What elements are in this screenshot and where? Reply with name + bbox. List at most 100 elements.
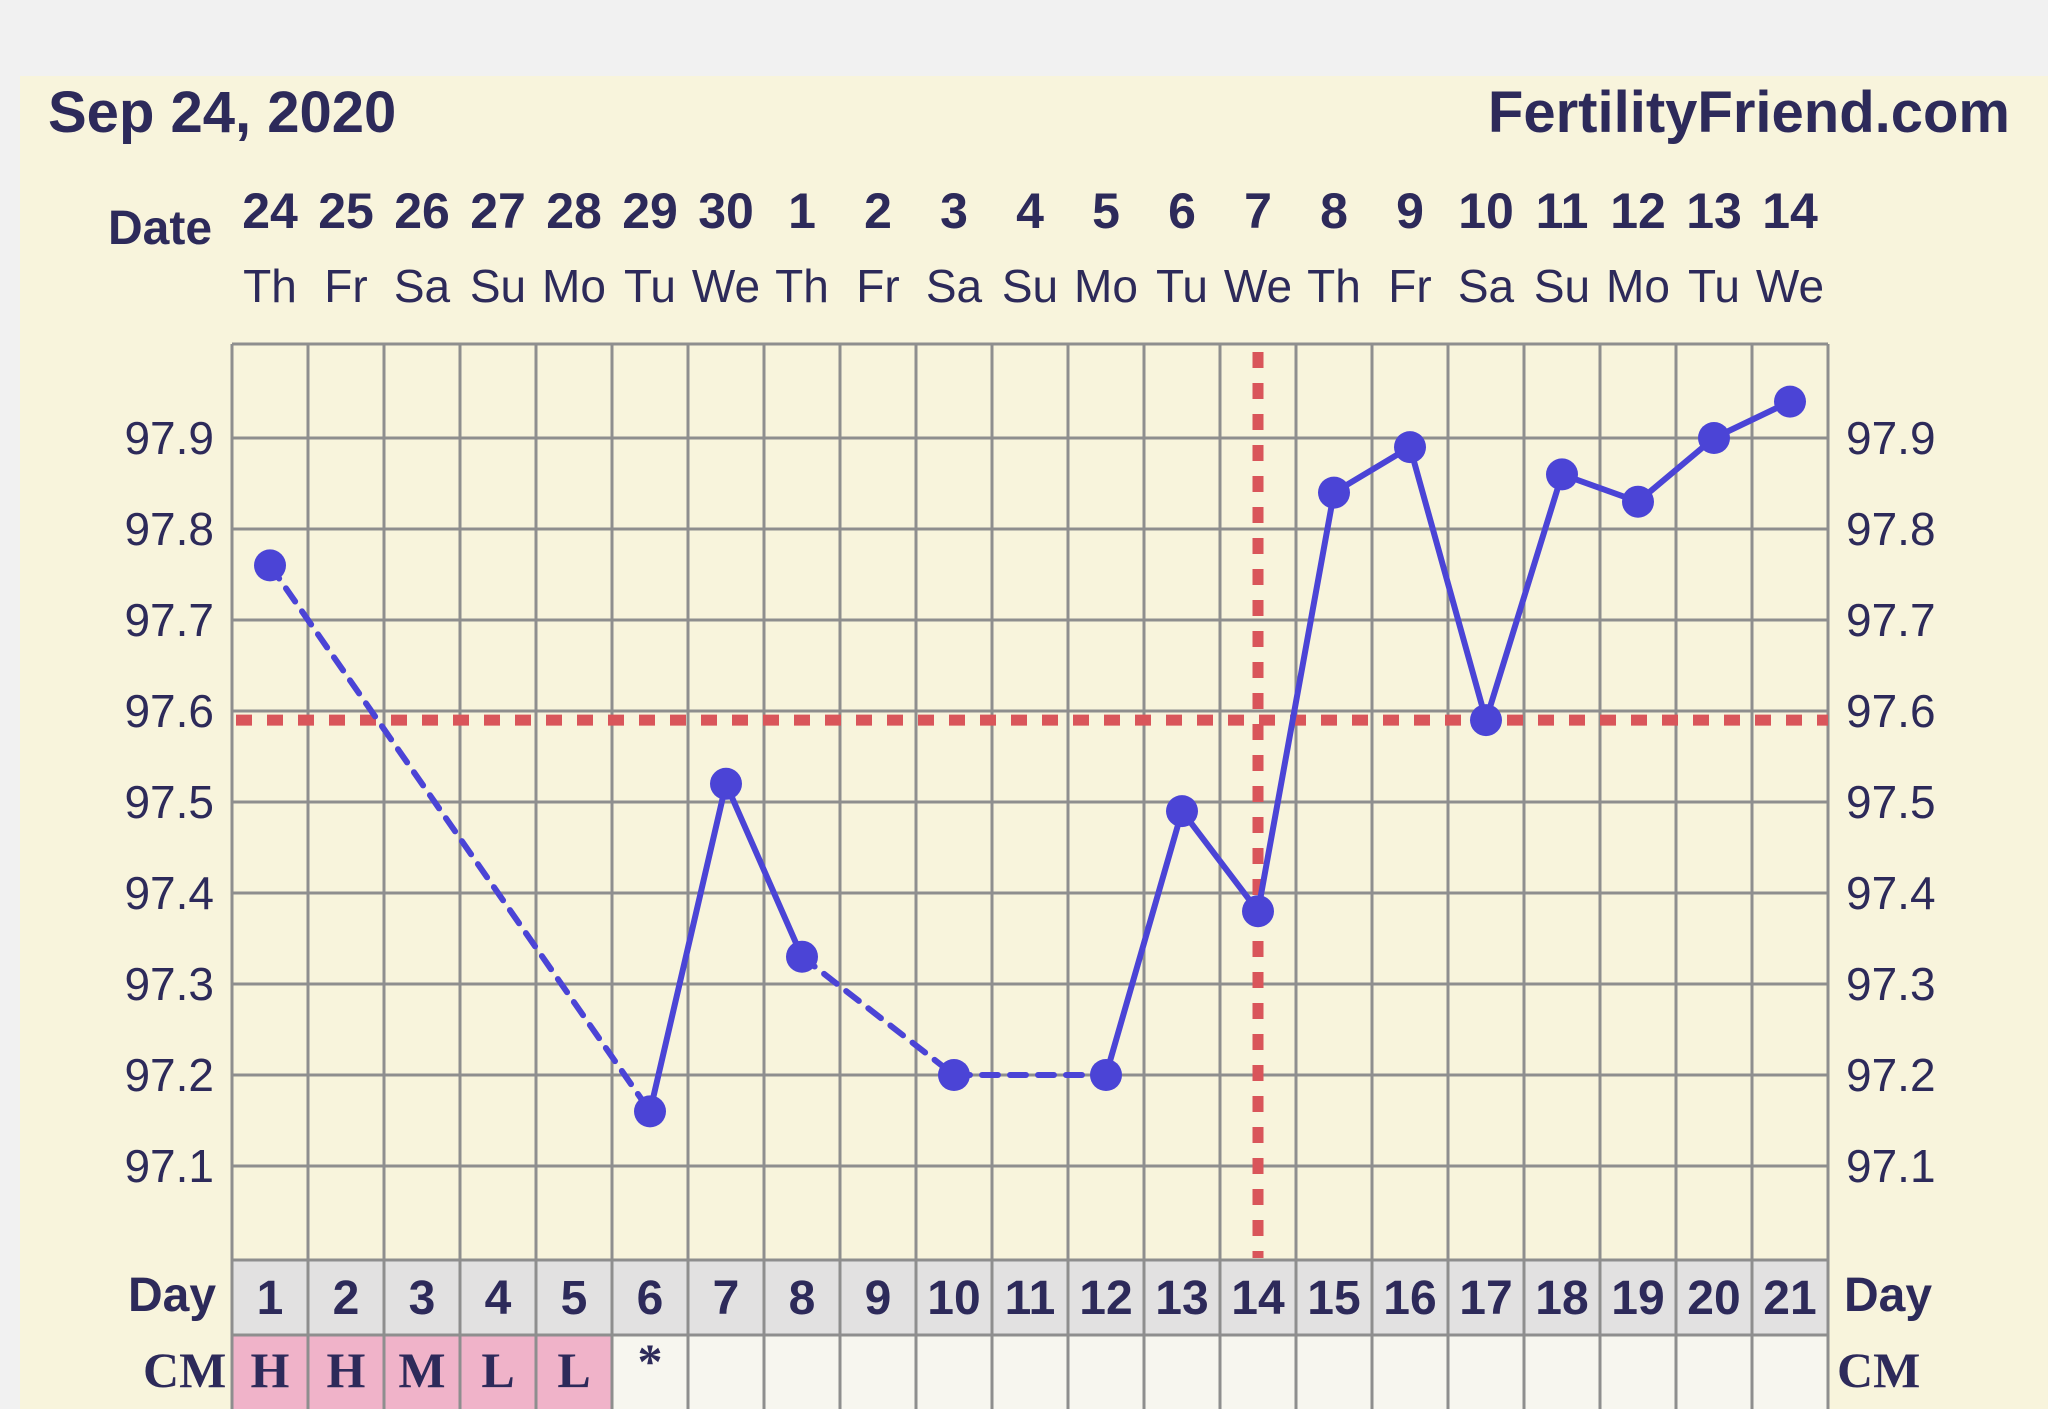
cm-cell-highlight (308, 1335, 384, 1409)
y-tick-label-left: 97.6 (124, 685, 214, 737)
cm-cell-highlight (232, 1335, 308, 1409)
cycle-day-number: 2 (333, 1272, 360, 1325)
weekday-label: Sa (1458, 260, 1515, 312)
cycle-day-number: 16 (1383, 1272, 1436, 1325)
cycle-day-number: 21 (1763, 1272, 1816, 1325)
weekday-label: We (1756, 260, 1824, 312)
cycle-day-number: 6 (637, 1272, 664, 1325)
temp-point (1698, 422, 1730, 454)
temp-point (1622, 485, 1654, 518)
cm-value: * (638, 1333, 663, 1389)
weekday-label: Sa (394, 260, 451, 312)
weekday-label: Tu (624, 260, 676, 312)
date-number: 29 (622, 183, 678, 239)
temp-point (1394, 431, 1426, 464)
date-number: 9 (1396, 183, 1424, 239)
date-number: 12 (1610, 183, 1666, 239)
temp-point (938, 1059, 970, 1091)
date-number: 8 (1320, 183, 1348, 239)
cm-value: M (398, 1342, 445, 1398)
cm-value: H (251, 1342, 290, 1398)
temp-segment-solid (1483, 471, 1565, 724)
date-number: 28 (546, 183, 602, 239)
weekday-label: Tu (1688, 260, 1740, 312)
chart-panel (20, 76, 2048, 1409)
weekday-label: We (692, 260, 760, 312)
weekday-label: Su (1002, 260, 1058, 312)
date-number: 24 (242, 183, 298, 239)
temp-segment-solid (1635, 435, 1717, 505)
weekday-label: Su (1534, 260, 1590, 312)
temp-segment-solid (647, 780, 729, 1115)
y-tick-label-right: 97.3 (1846, 958, 1936, 1010)
temp-point (710, 767, 742, 800)
y-tick-label-right: 97.2 (1846, 1049, 1936, 1101)
temp-segment-solid (1103, 808, 1185, 1078)
cycle-day-number: 10 (927, 1272, 980, 1325)
y-tick-label-left: 97.9 (124, 412, 214, 464)
y-tick-label-left: 97.5 (124, 776, 214, 828)
temp-point (1166, 795, 1198, 828)
cycle-day-number: 14 (1231, 1272, 1285, 1325)
temp-point (1090, 1059, 1122, 1091)
cycle-day-number: 3 (409, 1272, 436, 1325)
cm-value: L (481, 1342, 514, 1398)
weekday-label: Mo (1074, 260, 1138, 312)
date-number: 4 (1016, 183, 1044, 239)
temp-point (1242, 895, 1274, 928)
temp-point (1318, 476, 1350, 509)
temp-segment-solid (723, 780, 805, 960)
date-number: 10 (1458, 183, 1514, 239)
y-tick-label-left: 97.8 (124, 503, 214, 555)
cycle-day-number: 8 (789, 1272, 816, 1325)
cm-cell-highlight (536, 1335, 612, 1409)
cm-value: L (557, 1342, 590, 1398)
y-tick-label-right: 97.8 (1846, 503, 1936, 555)
cycle-day-number: 4 (485, 1272, 512, 1325)
day-row-label-right: Day (1844, 1269, 1932, 1322)
date-number: 27 (470, 183, 526, 239)
cycle-day-number: 1 (257, 1272, 284, 1325)
temp-segment-solid (1179, 808, 1261, 915)
date-number: 5 (1092, 183, 1120, 239)
weekday-label: Mo (542, 260, 606, 312)
temp-point (786, 940, 818, 973)
cycle-day-number: 15 (1307, 1272, 1360, 1325)
temp-point (634, 1095, 666, 1128)
cycle-day-number: 9 (865, 1272, 892, 1325)
y-tick-label-left: 97.7 (124, 594, 214, 646)
weekday-label: Th (1307, 260, 1361, 312)
y-tick-label-right: 97.7 (1846, 594, 1936, 646)
weekday-label: Th (775, 260, 829, 312)
weekday-label: Tu (1156, 260, 1208, 312)
weekday-label: Th (243, 260, 297, 312)
temp-segment-solid (1407, 444, 1489, 724)
cycle-day-number: 17 (1459, 1272, 1512, 1325)
temp-segment-dashed (799, 953, 957, 1078)
y-tick-label-left: 97.2 (124, 1049, 214, 1101)
y-tick-label-left: 97.3 (124, 958, 214, 1010)
weekday-label: Fr (324, 260, 367, 312)
date-number: 6 (1168, 183, 1196, 239)
cycle-day-number: 18 (1535, 1272, 1588, 1325)
temp-point (1470, 704, 1502, 737)
date-number: 13 (1686, 183, 1742, 239)
cm-value: H (327, 1342, 366, 1398)
cycle-day-number: 11 (1005, 1272, 1056, 1325)
cm-row-label-left: CM (143, 1342, 226, 1398)
brand-name: FertilityFriend.com (1488, 80, 2010, 145)
cycle-day-number: 12 (1079, 1272, 1132, 1325)
weekday-label: Sa (926, 260, 983, 312)
cm-cell-highlight (460, 1335, 536, 1409)
date-number: 2 (864, 183, 892, 239)
date-number: 7 (1244, 183, 1272, 239)
cycle-day-number: 13 (1155, 1272, 1208, 1325)
cycle-day-number: 7 (713, 1272, 740, 1325)
y-tick-label-left: 97.4 (124, 867, 214, 919)
weekday-label: Mo (1606, 260, 1670, 312)
cycle-day-number: 19 (1611, 1272, 1664, 1325)
temp-point (1774, 385, 1806, 418)
y-tick-label-right: 97.9 (1846, 412, 1936, 464)
weekday-label: Fr (856, 260, 899, 312)
y-tick-label-right: 97.5 (1846, 776, 1936, 828)
